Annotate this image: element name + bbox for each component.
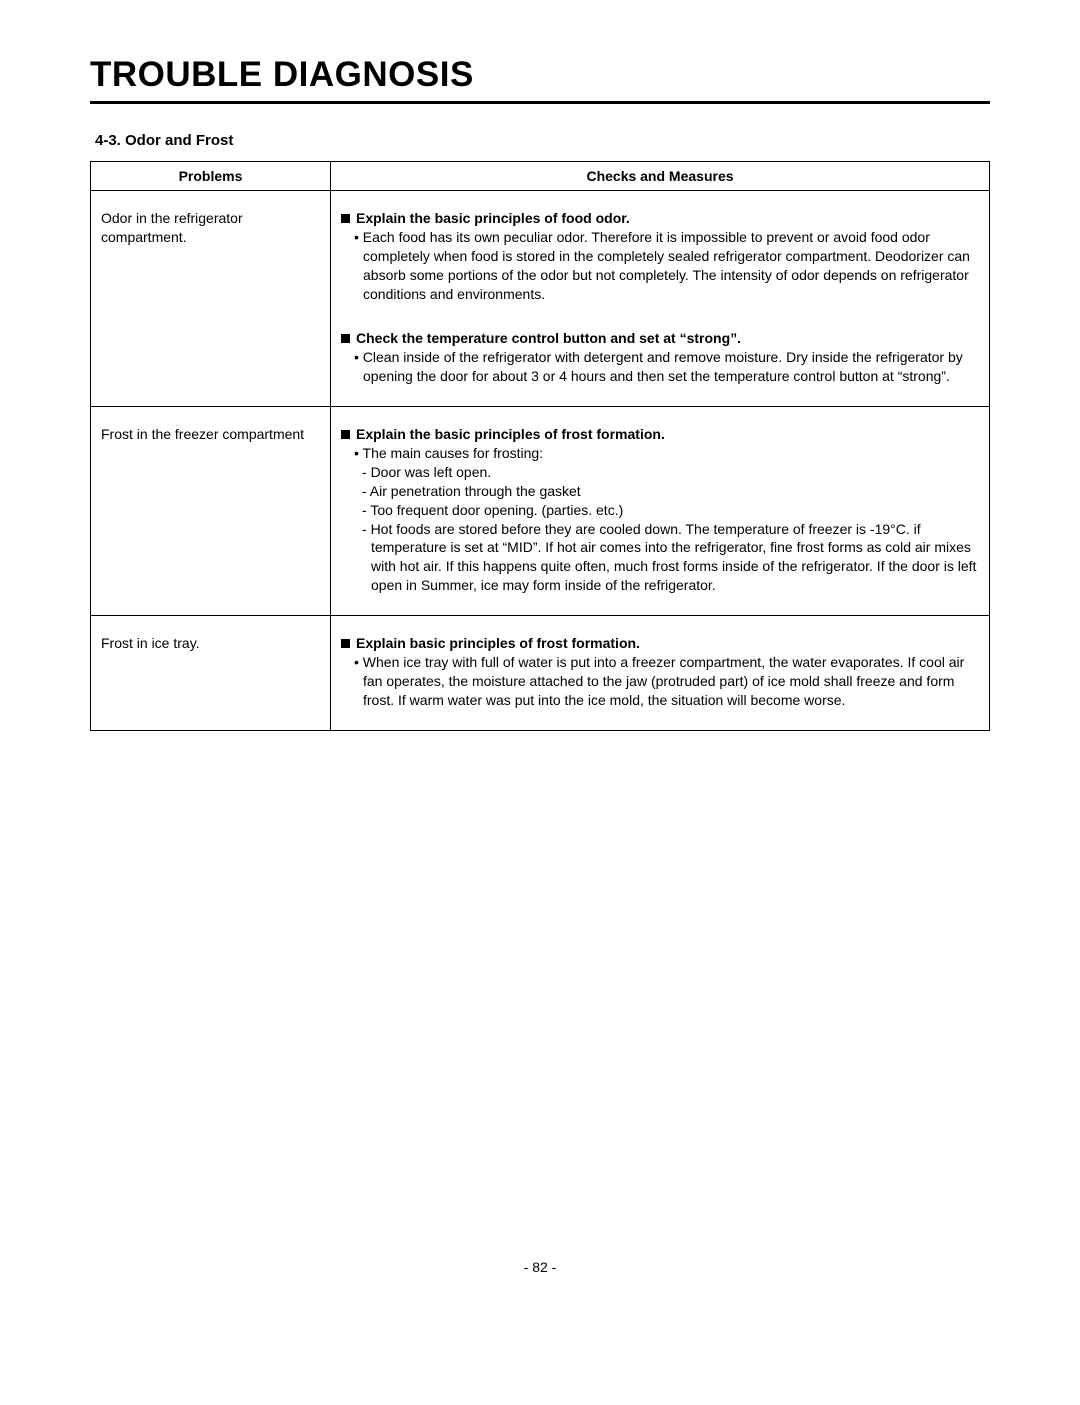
measure-heading: Check the temperature control button and… — [341, 329, 979, 348]
problem-cell: Frost in ice tray. — [91, 616, 331, 731]
bullet-item: • The main causes for frosting: — [341, 444, 979, 463]
bullet-text: Clean inside of the refrigerator with de… — [363, 349, 963, 384]
problem-cell: Odor in the refrigerator compartment. — [91, 191, 331, 407]
diagnosis-table: Problems Checks and Measures Odor in the… — [90, 161, 990, 731]
square-bullet-icon — [341, 334, 350, 343]
measures-cell: Explain basic principles of frost format… — [331, 616, 990, 731]
sub-item: - Too frequent door opening. (parties. e… — [341, 501, 979, 520]
sub-item: - Air penetration through the gasket — [341, 482, 979, 501]
table-header-row: Problems Checks and Measures — [91, 162, 990, 191]
bullet-item: • When ice tray with full of water is pu… — [341, 653, 979, 710]
measure-block: Check the temperature control button and… — [341, 329, 979, 386]
col-header-problems: Problems — [91, 162, 331, 191]
bullet-text: The main causes for frosting: — [363, 445, 544, 461]
problem-cell: Frost in the freezer compartment — [91, 407, 331, 616]
table-row: Odor in the refrigerator compartment. Ex… — [91, 191, 990, 407]
bullet-item: • Clean inside of the refrigerator with … — [341, 348, 979, 386]
sub-item-text: Hot foods are stored before they are coo… — [371, 521, 977, 594]
page-title: TROUBLE DIAGNOSIS — [90, 55, 990, 95]
sub-item-text: Air penetration through the gasket — [370, 483, 581, 499]
bullet-text: Each food has its own peculiar odor. The… — [363, 229, 970, 302]
bullet-item: • Each food has its own peculiar odor. T… — [341, 228, 979, 304]
measure-block: Explain the basic principles of frost fo… — [341, 425, 979, 595]
col-header-measures: Checks and Measures — [331, 162, 990, 191]
sub-item: - Hot foods are stored before they are c… — [341, 520, 979, 596]
square-bullet-icon — [341, 639, 350, 648]
sub-item-text: Door was left open. — [371, 464, 492, 480]
measures-cell: Explain the basic principles of frost fo… — [331, 407, 990, 616]
sub-item-text: Too frequent door opening. (parties. etc… — [370, 502, 623, 518]
measure-heading: Explain basic principles of frost format… — [341, 634, 979, 653]
table-row: Frost in ice tray. Explain basic princip… — [91, 616, 990, 731]
measure-heading-text: Explain basic principles of frost format… — [356, 635, 640, 651]
manual-page: TROUBLE DIAGNOSIS 4-3. Odor and Frost Pr… — [0, 0, 1080, 1405]
measure-heading-text: Explain the basic principles of food odo… — [356, 210, 630, 226]
section-heading: 4-3. Odor and Frost — [95, 132, 990, 149]
measure-block: Explain the basic principles of food odo… — [341, 209, 979, 303]
measure-heading-text: Explain the basic principles of frost fo… — [356, 426, 665, 442]
bullet-text: When ice tray with full of water is put … — [363, 654, 965, 708]
page-number: - 82 - — [0, 1259, 1080, 1275]
square-bullet-icon — [341, 430, 350, 439]
square-bullet-icon — [341, 214, 350, 223]
measure-heading-text: Check the temperature control button and… — [356, 330, 741, 346]
title-rule — [90, 101, 990, 104]
table-row: Frost in the freezer compartment Explain… — [91, 407, 990, 616]
measure-heading: Explain the basic principles of food odo… — [341, 209, 979, 228]
measures-cell: Explain the basic principles of food odo… — [331, 191, 990, 407]
sub-item: - Door was left open. — [341, 463, 979, 482]
measure-heading: Explain the basic principles of frost fo… — [341, 425, 979, 444]
measure-block: Explain basic principles of frost format… — [341, 634, 979, 710]
